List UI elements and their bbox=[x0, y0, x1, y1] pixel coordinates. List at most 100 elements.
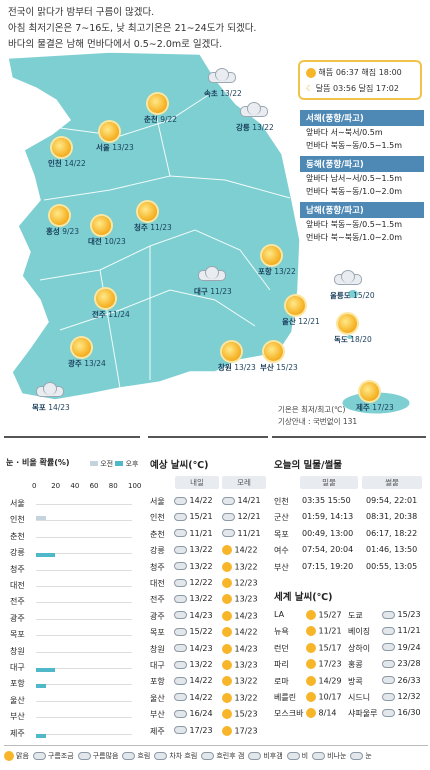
summary-line-1: 전국이 맑다가 밤부터 구름이 많겠다. bbox=[8, 7, 155, 18]
cloud-icon bbox=[36, 382, 64, 397]
cloud-icon bbox=[334, 270, 362, 285]
sun-icon bbox=[222, 578, 232, 588]
world-temp-value: 15/27 bbox=[318, 610, 342, 620]
sea-title: 남해(풍향/파고) bbox=[300, 202, 424, 218]
forecast-after-temp: 12/21 bbox=[237, 512, 261, 522]
sun-icon bbox=[306, 708, 316, 719]
tide-high: 03:35 15:50 bbox=[302, 496, 351, 505]
sun-icon bbox=[306, 675, 316, 686]
forecast-tomorrow: 14/22 bbox=[174, 693, 213, 702]
forecast-tomorrow-temp: 14/22 bbox=[189, 676, 213, 686]
world-temp-value: 23/28 bbox=[397, 659, 421, 669]
cloud-icon bbox=[382, 692, 395, 701]
sun-icon bbox=[306, 626, 316, 637]
sun-icon bbox=[138, 202, 157, 221]
rain-gridline bbox=[36, 553, 132, 555]
rain-gridline bbox=[36, 586, 132, 587]
forecast-after: 15/23 bbox=[222, 709, 258, 720]
forecast-after-temp: 12/23 bbox=[234, 578, 258, 588]
forecast-tomorrow: 15/21 bbox=[174, 512, 213, 521]
legend-item: 눈 bbox=[350, 751, 372, 761]
forecast-after: 13/22 bbox=[222, 692, 258, 703]
forecast-tomorrow: 14/22 bbox=[174, 676, 213, 685]
rain-gridline bbox=[36, 651, 132, 653]
legend-label: 비 bbox=[301, 751, 309, 760]
sea-far-row: 먼바다 북∼북동/1.0∼2.0m bbox=[300, 231, 424, 244]
sunset-label: 해짐 bbox=[361, 68, 377, 77]
tide-low: 06:17, 18:22 bbox=[366, 528, 418, 538]
forecast-tomorrow-temp: 14/23 bbox=[189, 643, 213, 653]
forecast-after-temp: 13/23 bbox=[234, 660, 258, 670]
map-city-label: 춘천 9/22 bbox=[144, 114, 177, 125]
rain-city: 대구 bbox=[10, 663, 25, 672]
map-city-temp: 14/22 bbox=[64, 159, 86, 168]
forecast-tomorrow-temp: 13/22 bbox=[189, 660, 213, 669]
world-city: 샤파울루 bbox=[348, 709, 378, 719]
sea-far-value: 북동∼동/1.0∼2.0m bbox=[330, 187, 403, 196]
world-temp-value: 15/17 bbox=[318, 643, 342, 653]
forecast-after-temp: 15/23 bbox=[234, 709, 258, 719]
map-city-label: 목포 14/23 bbox=[32, 402, 70, 413]
tide-high-head: 밀물 bbox=[300, 476, 358, 489]
world-temp-value: 10/17 bbox=[318, 692, 342, 702]
map-city-name: 창원 bbox=[218, 363, 232, 372]
legend-label: 맑음 bbox=[16, 751, 29, 760]
sea-near-row: 앞바다 서∼북서/0.5m bbox=[300, 126, 424, 139]
forecast-tomorrow: 14/22 bbox=[174, 496, 213, 505]
forecast-after: 14/22 bbox=[222, 545, 258, 556]
pm-label: 오후 bbox=[125, 460, 139, 468]
forecast-after: 11/21 bbox=[222, 529, 261, 538]
map-city-label: 울산 12/21 bbox=[282, 316, 320, 327]
tide-low: 01:46, 13:50 bbox=[366, 545, 418, 555]
tide-low: 09:54, 22:01 bbox=[366, 496, 418, 505]
forecast-title: 예상 날씨(℃) bbox=[150, 460, 209, 471]
forecast-city: 제주 bbox=[150, 726, 165, 736]
forecast-tomorrow-temp: 16/24 bbox=[189, 709, 213, 719]
tide-section-rule bbox=[272, 436, 426, 438]
tide-port: 여수 bbox=[274, 546, 289, 556]
rain-gridline bbox=[36, 618, 132, 620]
rain-tick-label: 0 bbox=[32, 482, 37, 490]
forecast-city: 서울 bbox=[150, 497, 165, 506]
rain-pm-bar bbox=[36, 668, 56, 672]
world-temp: 17/23 bbox=[306, 659, 342, 670]
map-city-name: 홍성 bbox=[46, 227, 60, 236]
legend-item: 흐린후 갬 bbox=[201, 751, 244, 761]
sunrise-time: 06:37 bbox=[335, 68, 359, 77]
sun-icon bbox=[306, 692, 316, 702]
sea-near-label: 앞바다 bbox=[306, 128, 329, 137]
map-city-temp: 13/22 bbox=[274, 267, 296, 276]
map-city-temp: 17/23 bbox=[372, 403, 394, 412]
world-temp-value: 14/29 bbox=[318, 676, 342, 686]
sea-near-label: 앞바다 bbox=[306, 174, 329, 183]
cloud-icon bbox=[174, 627, 187, 636]
sea-far-label: 먼바다 bbox=[306, 187, 329, 196]
sun-icon bbox=[100, 122, 119, 141]
cloud-icon bbox=[222, 529, 235, 538]
world-city: 홍콩 bbox=[348, 660, 363, 670]
moonset-time: 17:02 bbox=[375, 84, 399, 93]
moonrise-time: 03:56 bbox=[333, 84, 357, 93]
sunset-time: 18:00 bbox=[378, 68, 402, 77]
world-temp-value: 11/21 bbox=[318, 626, 342, 636]
rain-gridline bbox=[36, 504, 132, 505]
world-temp-value: 19/24 bbox=[397, 642, 421, 652]
forecast-tomorrow: 17/23 bbox=[174, 726, 213, 735]
rain-pm-bar bbox=[36, 553, 56, 558]
cloud-icon bbox=[201, 751, 215, 760]
rain-gridline bbox=[36, 668, 132, 669]
forecast-tomorrow: 12/22 bbox=[174, 578, 213, 587]
forecast-after: 13/23 bbox=[222, 660, 258, 670]
cloud-icon bbox=[382, 626, 395, 635]
sun-icon bbox=[222, 627, 232, 638]
forecast-after-head: 모레 bbox=[222, 476, 266, 489]
map-city-temp: 11/23 bbox=[150, 223, 172, 232]
world-city: 베를린 bbox=[274, 693, 297, 702]
world-temp: 15/17 bbox=[306, 642, 342, 653]
forecast-after-temp: 14/21 bbox=[237, 496, 261, 505]
map-city-name: 강릉 bbox=[236, 123, 250, 132]
sun-icon bbox=[262, 246, 281, 265]
sun-icon bbox=[222, 692, 232, 703]
sun-icon bbox=[222, 594, 232, 605]
map-city-name: 제주 bbox=[356, 403, 370, 412]
